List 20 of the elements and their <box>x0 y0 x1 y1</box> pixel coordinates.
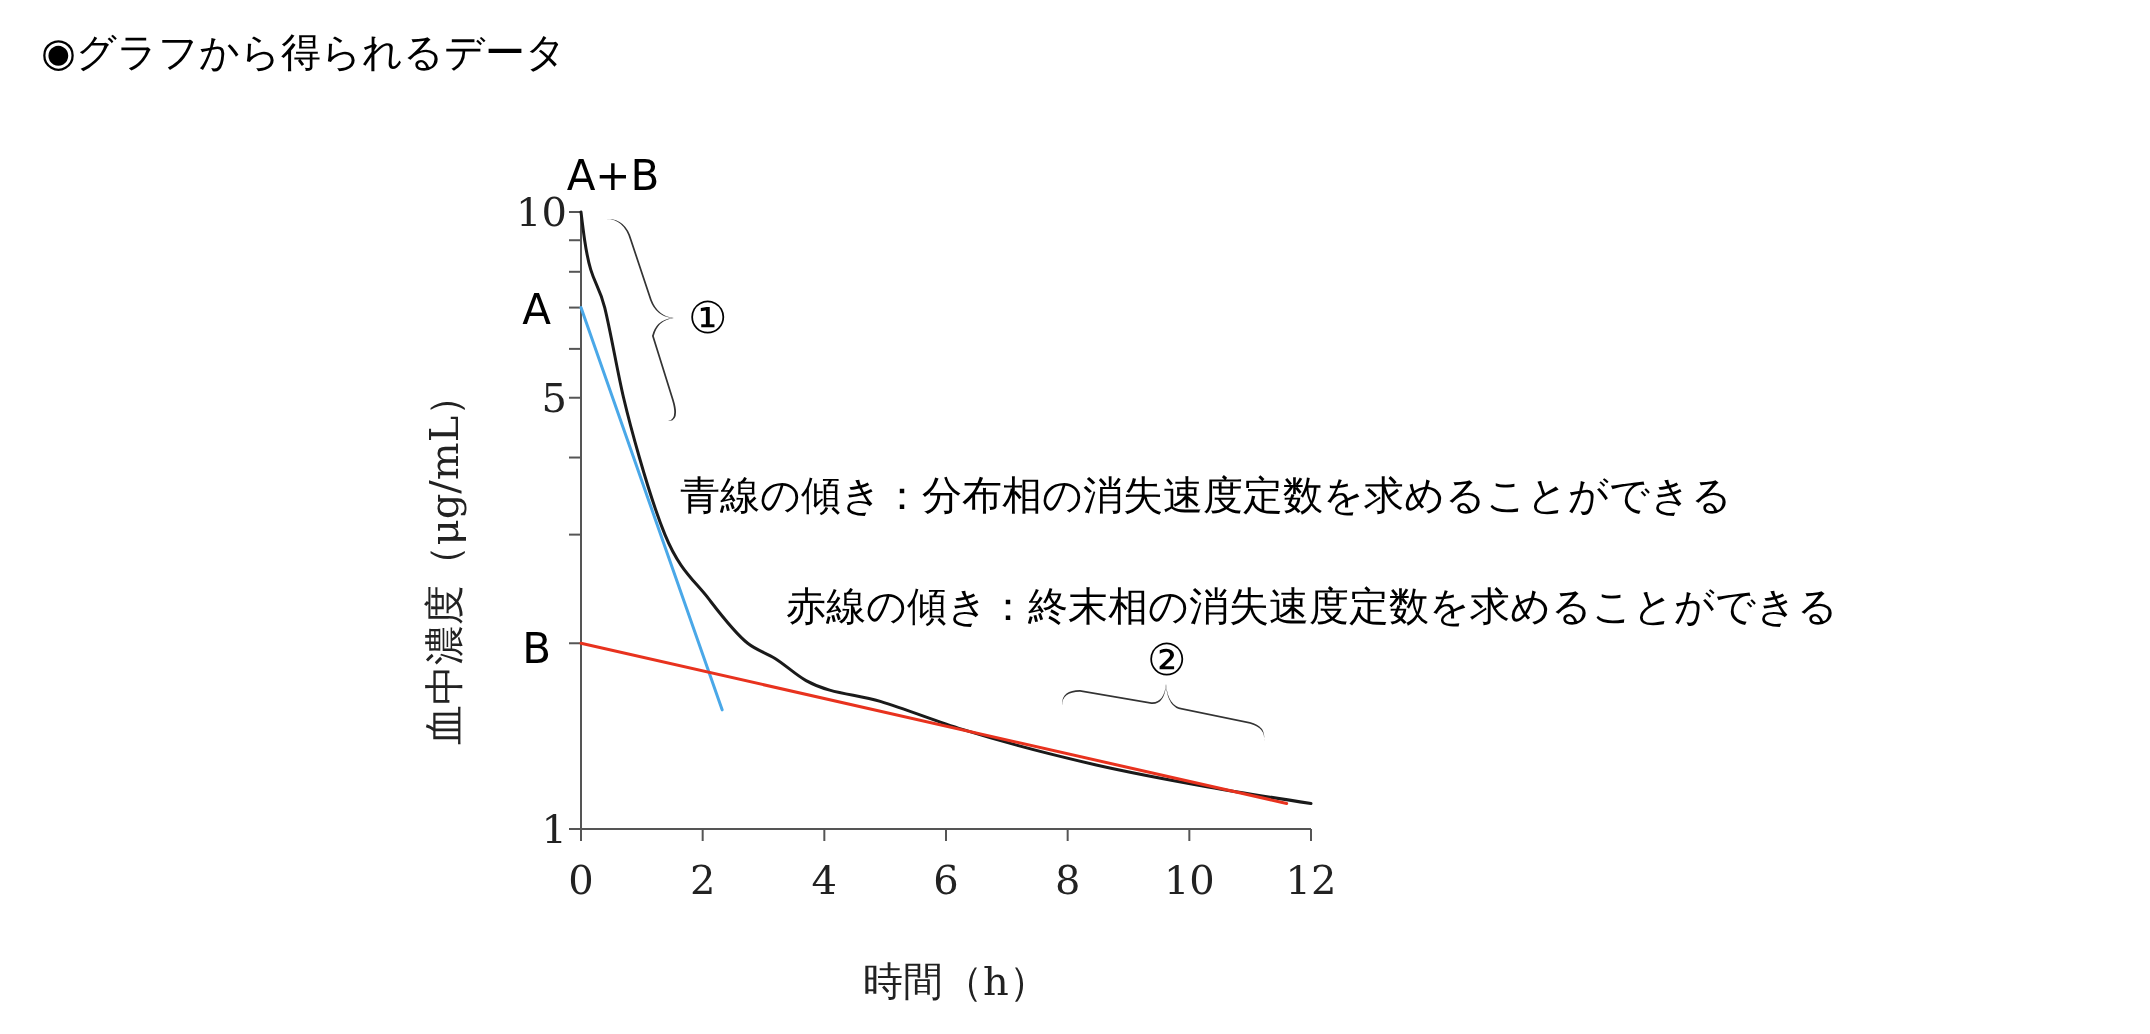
annotation: ① <box>687 292 727 344</box>
x-tick-label: 8 <box>1054 857 1081 903</box>
y-tick-label: 5 <box>541 374 567 421</box>
x-tick-label: 6 <box>933 857 959 903</box>
x-tick-label: 2 <box>689 857 716 903</box>
y-tick-label: 1 <box>541 806 567 852</box>
annotation: 青線の傾き：分布相の消失速度定数を求めることができる <box>680 472 1732 518</box>
annotation: ② <box>1146 634 1186 686</box>
x-tick-label: 0 <box>568 857 594 903</box>
x-tick-label: 4 <box>811 857 838 903</box>
x-axis-title: 時間（h） <box>863 958 1049 1004</box>
x-tick-label: 12 <box>1285 857 1337 903</box>
y-tick-label: 10 <box>516 189 567 235</box>
text: A+B <box>566 150 660 200</box>
annotation: 赤線の傾き：終末相の消失速度定数を求めることができる <box>786 583 1838 629</box>
x-tick-label: 10 <box>1163 857 1215 903</box>
chart-title: ◉グラフから得られるデータ <box>41 29 566 75</box>
text: B <box>522 623 551 673</box>
y-axis-title: 血中濃度（μg/mL） <box>421 375 467 746</box>
text: A <box>522 284 552 334</box>
